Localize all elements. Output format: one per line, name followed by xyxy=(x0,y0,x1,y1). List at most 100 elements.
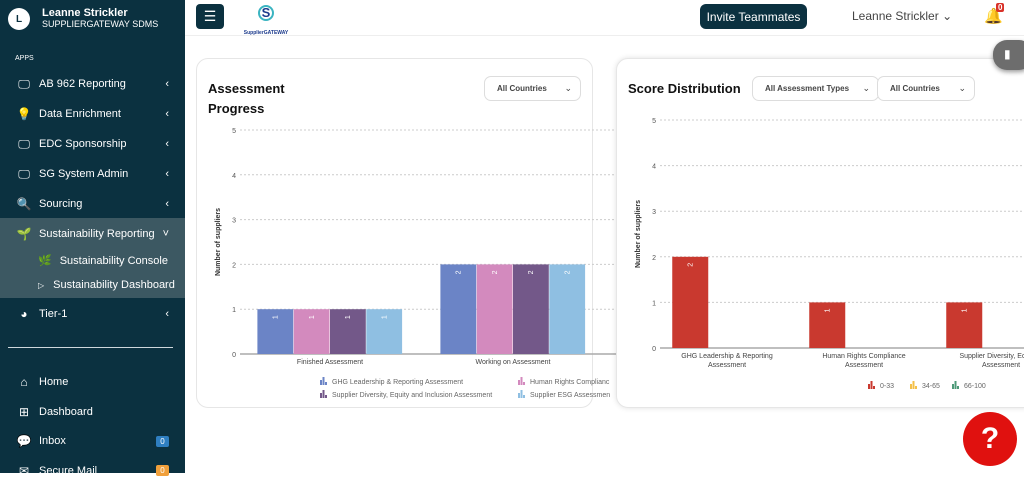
x-tick-label: Assessment xyxy=(708,362,746,369)
bar-data-label: 1 xyxy=(962,308,969,312)
lightbulb-icon: 💡 xyxy=(16,107,32,121)
y-tick-label: 5 xyxy=(652,118,656,125)
mail-icon: ✉ xyxy=(18,463,30,478)
card-title: Score Distribution xyxy=(628,81,741,96)
legend-label: Supplier Diversity, Equity and Inclusion… xyxy=(332,392,492,399)
home-icon: ⌂ xyxy=(20,375,28,389)
sidebar-item-inbox[interactable]: 💬 Inbox 0 xyxy=(0,426,185,456)
sidebar-item-home[interactable]: ⌂ Home xyxy=(0,367,185,397)
chevron-left-icon: ‹ xyxy=(165,138,169,150)
bar-chart-icon xyxy=(910,384,912,389)
y-tick-label: 5 xyxy=(232,128,236,135)
avatar: L xyxy=(8,8,30,30)
assessment-type-filter-select[interactable]: All Assessment Types ⌄ xyxy=(752,76,879,101)
bar-chart-icon xyxy=(518,380,520,385)
bar-chart-icon xyxy=(915,386,917,389)
y-tick-label: 2 xyxy=(232,262,236,269)
bell-icon[interactable]: 🔔 xyxy=(984,8,1003,25)
sidebar-subitem-sustainability-dashboard[interactable]: ▷ Sustainability Dashboard xyxy=(38,279,175,291)
bar xyxy=(809,302,846,348)
bar xyxy=(330,309,366,354)
bar-data-label: 1 xyxy=(345,315,352,319)
bar-chart-icon xyxy=(873,386,875,389)
bar-chart-icon xyxy=(320,393,322,398)
legend-item[interactable]: Supplier Diversity, Equity and Inclusion… xyxy=(320,390,492,399)
invite-teammates-button[interactable]: Invite Teammates xyxy=(700,4,807,29)
bar xyxy=(366,309,403,354)
bar-chart-icon xyxy=(520,390,523,398)
legend-item[interactable]: 0-33 xyxy=(868,381,894,390)
book-icon[interactable]: ▮ xyxy=(993,40,1024,70)
monitor-icon: 🖵 xyxy=(18,166,30,181)
legend-label: Supplier ESG Assessmen xyxy=(530,392,610,399)
bar-chart-icon xyxy=(322,377,325,385)
sidebar-item-data-enrichment[interactable]: 💡 Data Enrichment ‹ xyxy=(0,99,185,129)
y-axis-label: Number of suppliers xyxy=(215,208,222,276)
sidebar-subitem-sustainability-console[interactable]: 🌿 Sustainability Console xyxy=(38,254,168,268)
sidebar-item-ab-962-reporting[interactable]: 🖵 AB 962 Reporting ‹ xyxy=(0,69,185,99)
x-tick-label: Human Rights Compliance xyxy=(822,353,905,360)
sidebar-item-sourcing[interactable]: 🔍 Sourcing ‹ xyxy=(0,189,185,219)
count-badge: 0 xyxy=(156,465,169,476)
legend-item[interactable]: 34-65 xyxy=(910,381,940,390)
sidebar-item-label: EDC Sponsorship xyxy=(39,138,127,150)
bar-chart-icon xyxy=(957,386,959,389)
x-tick-label: GHG Leadership & Reporting xyxy=(681,353,773,360)
sidebar: L Leanne Strickler SUPPLIERGATEWAY SDMS … xyxy=(0,0,185,478)
y-tick-label: 0 xyxy=(652,346,656,353)
legend-item[interactable]: 66-100 xyxy=(952,381,986,390)
bar-chart-icon xyxy=(322,390,325,398)
card-title: Assessment Progress xyxy=(208,81,285,116)
legend-item[interactable]: Supplier ESG Assessmen xyxy=(518,390,610,399)
sidebar-item-sustainability-reporting[interactable]: 🌱 Sustainability Reporting ˅ xyxy=(0,219,185,249)
bar-chart-icon xyxy=(912,381,915,389)
y-tick-label: 3 xyxy=(232,218,236,225)
legend-label: 0-33 xyxy=(880,383,894,390)
bar-chart-icon xyxy=(325,382,327,385)
chevron-down-icon: ⌄ xyxy=(942,9,953,23)
country-filter-select[interactable]: All Countries ⌄ xyxy=(877,76,975,101)
x-tick-label: Finished Assessment xyxy=(297,359,363,366)
monitor-icon: 🖵 xyxy=(18,136,30,151)
user-org: SUPPLIERGATEWAY SDMS xyxy=(42,19,159,29)
help-button[interactable]: ? xyxy=(963,412,1017,466)
bar xyxy=(440,264,477,354)
sidebar-subitem-label: Sustainability Console xyxy=(59,254,168,267)
sidebar-subitem-label: Sustainability Dashboard xyxy=(53,279,175,291)
sidebar-item-dashboard[interactable]: ⊞ Dashboard xyxy=(0,397,185,427)
logo: S SupplierGATEWAY xyxy=(243,5,289,36)
sidebar-item-edc-sponsorship[interactable]: 🖵 EDC Sponsorship ‹ xyxy=(0,129,185,159)
y-tick-label: 3 xyxy=(652,209,656,216)
y-tick-label: 0 xyxy=(232,352,236,359)
country-filter-select[interactable]: All Countries ⌄ xyxy=(484,76,581,101)
chevron-left-icon: ‹ xyxy=(165,198,169,210)
user-menu-label: Leanne Strickler xyxy=(852,9,939,23)
sidebar-item-label: Secure Mail xyxy=(39,464,98,477)
sidebar-item-label: Dashboard xyxy=(39,405,93,418)
pie-chart-icon: ◕ xyxy=(20,307,28,321)
section-label: APPS xyxy=(15,55,34,62)
x-tick-label: Assessment xyxy=(982,362,1020,369)
count-badge: 0 xyxy=(156,435,169,447)
sidebar-item-tier-1[interactable]: ◕ Tier-1 ‹ xyxy=(0,299,185,329)
seedling-icon: 🌱 xyxy=(16,227,32,241)
sidebar-item-label: AB 962 Reporting xyxy=(39,78,126,90)
chevron-down-icon: ˅ xyxy=(162,228,169,240)
x-tick-label: Assessment xyxy=(845,362,883,369)
sidebar-item-label: Tier-1 xyxy=(39,308,68,320)
bar-data-label: 1 xyxy=(273,315,280,319)
user-profile[interactable]: L Leanne Strickler SUPPLIERGATEWAY SDMS xyxy=(8,8,158,30)
legend-item[interactable]: Human Rights Complianc xyxy=(518,377,610,386)
bar-data-label: 1 xyxy=(381,315,388,319)
grid-icon: ⊞ xyxy=(18,404,30,419)
user-menu[interactable]: Leanne Strickler ⌄ xyxy=(852,9,952,23)
top-bar: ☰ S SupplierGATEWAY Invite Teammates Lean… xyxy=(185,0,1024,36)
y-tick-label: 4 xyxy=(652,164,656,171)
sidebar-item-sg-system-admin[interactable]: 🖵 SG System Admin ‹ xyxy=(0,159,185,189)
legend-item[interactable]: GHG Leadership & Reporting Assessment xyxy=(320,377,463,386)
sidebar-item-secure-mail[interactable]: ✉ Secure Mail 0 xyxy=(0,456,185,486)
hamburger-icon: ☰ xyxy=(203,8,217,24)
bar-chart-icon xyxy=(520,377,523,385)
bar-data-label: 2 xyxy=(456,270,463,274)
menu-toggle-button[interactable]: ☰ xyxy=(196,4,224,29)
